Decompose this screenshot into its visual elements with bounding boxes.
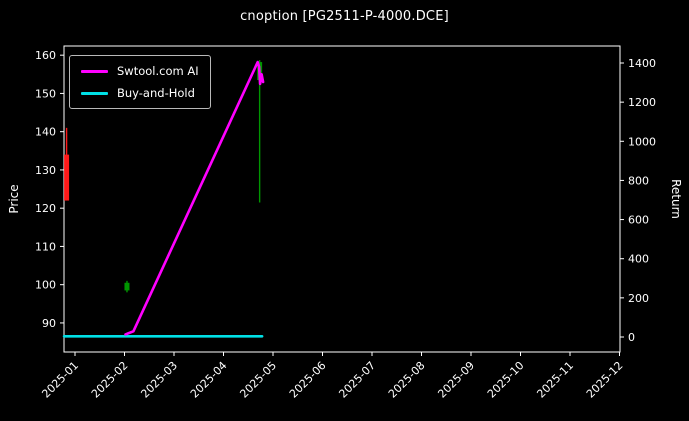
legend-item: Swtool.com AI <box>81 64 199 78</box>
svg-text:2025-01: 2025-01 <box>39 359 81 401</box>
svg-text:2025-03: 2025-03 <box>138 359 180 401</box>
svg-text:2025-09: 2025-09 <box>435 359 477 401</box>
svg-text:140: 140 <box>35 126 56 139</box>
svg-text:150: 150 <box>35 87 56 100</box>
legend-label: Buy-and-Hold <box>117 86 195 100</box>
svg-text:1400: 1400 <box>628 57 656 70</box>
svg-text:600: 600 <box>628 214 649 227</box>
svg-text:2025-02: 2025-02 <box>89 359 131 401</box>
svg-text:2025-08: 2025-08 <box>386 359 428 401</box>
legend-label: Swtool.com AI <box>117 64 199 78</box>
svg-text:120: 120 <box>35 202 56 215</box>
legend-item: Buy-and-Hold <box>81 86 199 100</box>
svg-text:0: 0 <box>628 331 635 344</box>
svg-text:110: 110 <box>35 240 56 253</box>
svg-text:2025-07: 2025-07 <box>336 359 378 401</box>
svg-text:1200: 1200 <box>628 96 656 109</box>
svg-text:800: 800 <box>628 174 649 187</box>
svg-text:100: 100 <box>35 279 56 292</box>
svg-text:2025-06: 2025-06 <box>287 359 329 401</box>
legend-line-swatch <box>81 91 108 95</box>
legend: Swtool.com AI Buy-and-Hold <box>69 55 211 109</box>
svg-text:160: 160 <box>35 49 56 62</box>
svg-text:2025-05: 2025-05 <box>237 359 279 401</box>
svg-text:2025-04: 2025-04 <box>188 359 230 401</box>
svg-text:1000: 1000 <box>628 135 656 148</box>
svg-text:90: 90 <box>42 317 56 330</box>
svg-text:2025-12: 2025-12 <box>584 359 626 401</box>
svg-text:200: 200 <box>628 292 649 305</box>
svg-text:400: 400 <box>628 253 649 266</box>
svg-text:2025-11: 2025-11 <box>534 359 576 401</box>
legend-line-swatch <box>81 69 108 73</box>
svg-text:130: 130 <box>35 164 56 177</box>
svg-text:2025-10: 2025-10 <box>485 359 527 401</box>
chart-title: cnoption [PG2511-P-4000.DCE] <box>240 9 449 24</box>
